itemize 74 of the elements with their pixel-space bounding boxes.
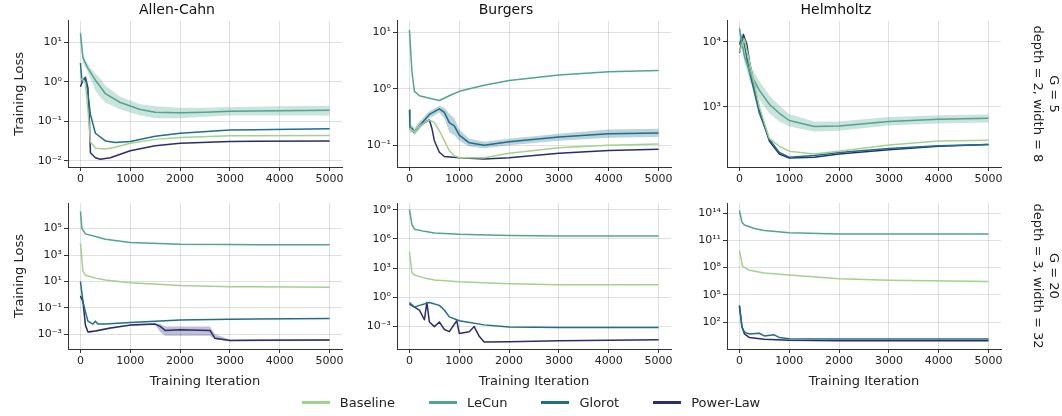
x-tick-label: 5000 [644, 172, 673, 186]
y-tick-label: 10⁶ [372, 231, 392, 245]
x-tick-label: 1000 [445, 354, 474, 368]
x-tick-label: 1000 [116, 172, 145, 186]
x-tick-label: 2000 [166, 172, 195, 186]
x-tick-label: 4000 [265, 354, 294, 368]
x-tick-label: 4000 [265, 172, 294, 186]
y-tick-label: 10⁰ [43, 74, 63, 88]
y-tick-label: 10⁴ [702, 34, 722, 48]
x-tick-label: 3000 [544, 354, 573, 368]
y-tick-label: 10¹ [43, 274, 62, 288]
x-tick-label: 2000 [495, 172, 524, 186]
y-tick-label: 10¹ [43, 35, 62, 49]
x-tick-label: 1000 [775, 172, 804, 186]
x-tick-label: 5000 [315, 354, 344, 368]
x-tick-label: 4000 [594, 172, 623, 186]
x-tick-label: 5000 [974, 172, 1003, 186]
y-tick-label: 10⁻³ [366, 319, 391, 333]
y-tick-label: 10¹¹ [698, 233, 721, 247]
x-tick-label: 5000 [644, 354, 673, 368]
x-tick-label: 3000 [215, 354, 244, 368]
x-tick-label: 4000 [924, 354, 953, 368]
y-tick-label: 10¹⁴ [698, 205, 722, 219]
x-tick-label: 3000 [544, 172, 573, 186]
x-tick-label: 5000 [315, 172, 344, 186]
y-tick-label: 10⁻³ [37, 327, 62, 341]
x-tick-label: 0 [76, 354, 84, 368]
x-tick-label: 3000 [874, 172, 903, 186]
x-tick-label: 3000 [874, 354, 903, 368]
legend-label: Power-Law [691, 395, 761, 410]
legend-label: Glorot [579, 395, 620, 410]
y-tick-label: 10⁰ [372, 290, 392, 304]
text: G = 5 depth = 2, width = 8 [1030, 25, 1062, 163]
y-tick-label: 10⁵ [43, 221, 62, 235]
y-tick-label: 10⁸ [702, 260, 722, 274]
legend-label: Baseline [339, 395, 395, 410]
x-tick-label: 1000 [775, 354, 804, 368]
y-tick-label: 10⁻² [37, 153, 62, 167]
y-tick-label: 10⁻¹ [37, 300, 62, 314]
y-tick-label: 10⁻¹ [366, 138, 391, 152]
x-tick-label: 4000 [594, 354, 623, 368]
x-tick-label: 0 [405, 354, 413, 368]
y-tick-label: 10³ [702, 99, 721, 113]
x-tick-label: 5000 [974, 354, 1003, 368]
x-tick-label: 0 [405, 172, 413, 186]
text: G = 20 depth = 3, width = 32 [1030, 203, 1062, 349]
y-tick-label: 10³ [372, 261, 391, 275]
chart-title: Helmholtz [800, 1, 872, 18]
x-tick-label: 0 [735, 354, 743, 368]
y-axis-title: Training Loss [11, 51, 27, 137]
x-tick-label: 2000 [825, 354, 854, 368]
x-tick-label: 0 [76, 172, 84, 186]
x-tick-label: 2000 [825, 172, 854, 186]
x-axis-title: Training Iteration [148, 372, 261, 388]
x-tick-label: 1000 [116, 354, 145, 368]
y-tick-label: 10⁻¹ [37, 114, 62, 128]
chart-title: Burgers [478, 1, 534, 18]
y-tick-label: 10⁵ [702, 287, 721, 301]
x-tick-label: 2000 [495, 354, 524, 368]
y-tick-label: 10¹ [372, 25, 391, 39]
x-tick-label: 0 [735, 172, 743, 186]
x-axis-title: Training Iteration [807, 372, 920, 388]
y-tick-label: 10² [702, 314, 721, 328]
x-axis-title: Training Iteration [477, 372, 590, 388]
x-tick-label: 2000 [166, 354, 195, 368]
x-tick-label: 3000 [215, 172, 244, 186]
x-tick-label: 1000 [445, 172, 474, 186]
y-tick-label: 10³ [43, 247, 62, 261]
y-tick-label: 10⁰ [372, 81, 392, 95]
chart-title: Allen-Cahn [139, 1, 215, 18]
legend-label: LeCun [466, 395, 508, 410]
y-tick-label: 10⁹ [372, 202, 391, 216]
x-tick-label: 4000 [924, 172, 953, 186]
y-axis-title: Training Loss [11, 233, 27, 319]
